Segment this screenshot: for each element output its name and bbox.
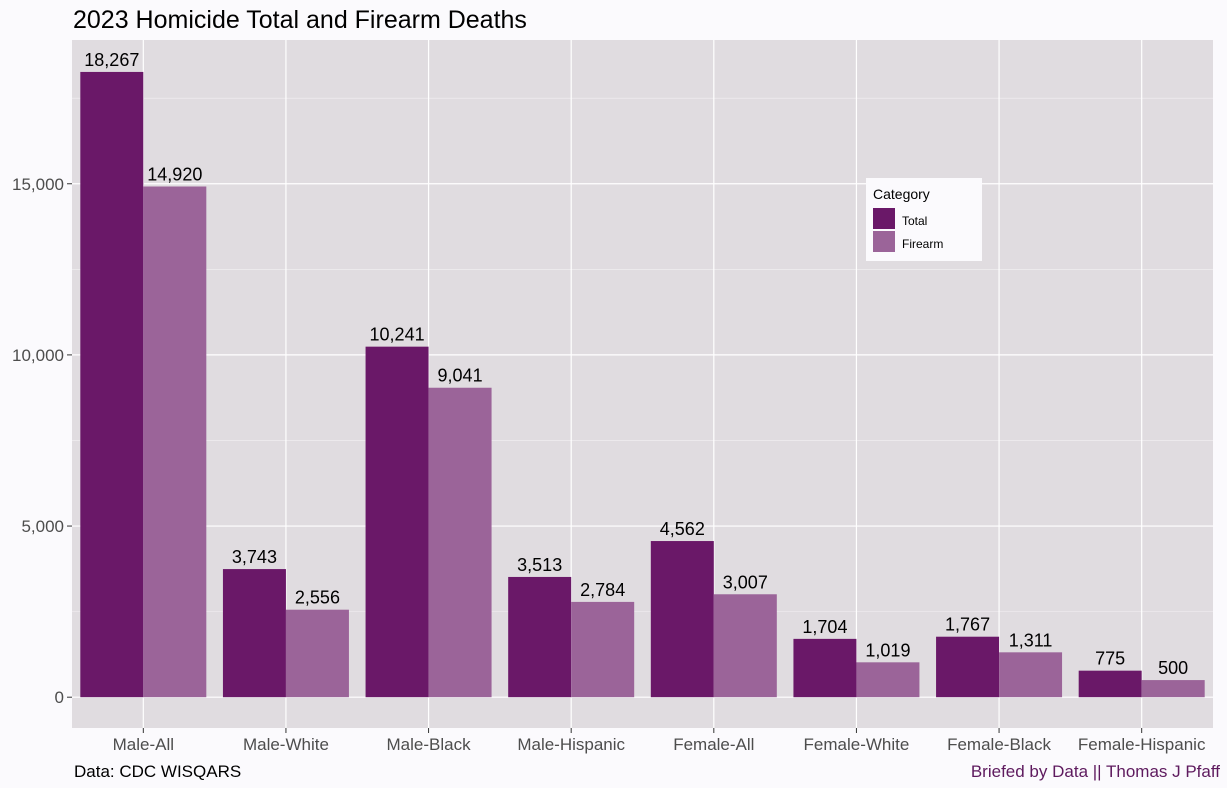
x-tick-label: Female-Hispanic [1078, 735, 1206, 754]
x-tick-label: Male-All [113, 735, 174, 754]
data-label: 1,019 [865, 640, 910, 660]
data-label: 9,041 [438, 366, 483, 386]
credit-text: Briefed by Data || Thomas J Pfaff [971, 762, 1220, 781]
bars [80, 71, 1205, 698]
bar-total-male-hispanic [508, 576, 572, 698]
y-tick-label: 10,000 [12, 346, 64, 365]
data-label: 1,704 [802, 617, 847, 637]
bar-total-male-all [80, 71, 144, 698]
x-tick-label: Female-All [673, 735, 754, 754]
bar-firearm-male-white [285, 609, 349, 698]
data-label: 1,767 [945, 615, 990, 635]
bar-firearm-male-hispanic [571, 601, 635, 698]
data-label: 18,267 [84, 50, 139, 70]
data-label: 10,241 [370, 325, 425, 345]
x-tick-label: Male-Hispanic [517, 735, 625, 754]
legend-key-firearm [873, 231, 895, 252]
data-label: 2,784 [580, 580, 625, 600]
bar-total-female-black [936, 636, 1000, 698]
legend-label-total: Total [902, 214, 927, 228]
x-axis: Male-All Male-White Male-Black Male-Hispani… [113, 728, 1206, 754]
y-tick-label: 5,000 [21, 517, 64, 536]
chart-title: 2023 Homicide Total and Firearm Deaths [73, 6, 527, 34]
data-label: 4,562 [660, 519, 705, 539]
data-label: 14,920 [147, 164, 202, 184]
bar-total-male-black [365, 346, 429, 698]
x-tick-label: Female-White [804, 735, 910, 754]
data-label: 3,743 [232, 547, 277, 567]
bar-total-female-hispanic [1078, 670, 1142, 698]
bar-firearm-female-black [999, 652, 1063, 698]
bar-total-female-all [650, 541, 714, 698]
data-label: 3,513 [517, 555, 562, 575]
x-tick-label: Male-Black [387, 735, 472, 754]
data-label: 3,007 [723, 572, 768, 592]
legend-title: Category [873, 186, 930, 202]
data-label: 2,556 [295, 588, 340, 608]
bar-firearm-female-white [856, 662, 920, 698]
y-tick-label: 15,000 [12, 175, 64, 194]
bar-firearm-male-black [428, 387, 492, 698]
data-labels: 18,267 3,743 10,241 3,513 4,562 1,704 1,767 775… [84, 50, 1188, 678]
legend-key-total [873, 208, 895, 229]
bar-firearm-female-hispanic [1141, 680, 1205, 698]
y-tick-label: 0 [55, 688, 64, 707]
bar-total-female-white [793, 638, 857, 698]
data-label: 500 [1158, 658, 1188, 678]
x-tick-label: Male-White [243, 735, 329, 754]
data-label: 775 [1095, 649, 1125, 669]
bar-firearm-male-all [143, 186, 207, 698]
bar-total-male-white [222, 569, 286, 698]
bar-firearm-female-all [713, 594, 777, 698]
source-note: Data: CDC WISQARS [74, 762, 241, 781]
data-label: 1,311 [1009, 630, 1053, 650]
x-tick-label: Female-Black [947, 735, 1051, 754]
legend: Category Total Firearm [866, 178, 982, 261]
y-axis: 0 5,000 10,000 15,000 [12, 175, 72, 707]
legend-label-firearm: Firearm [902, 237, 943, 251]
